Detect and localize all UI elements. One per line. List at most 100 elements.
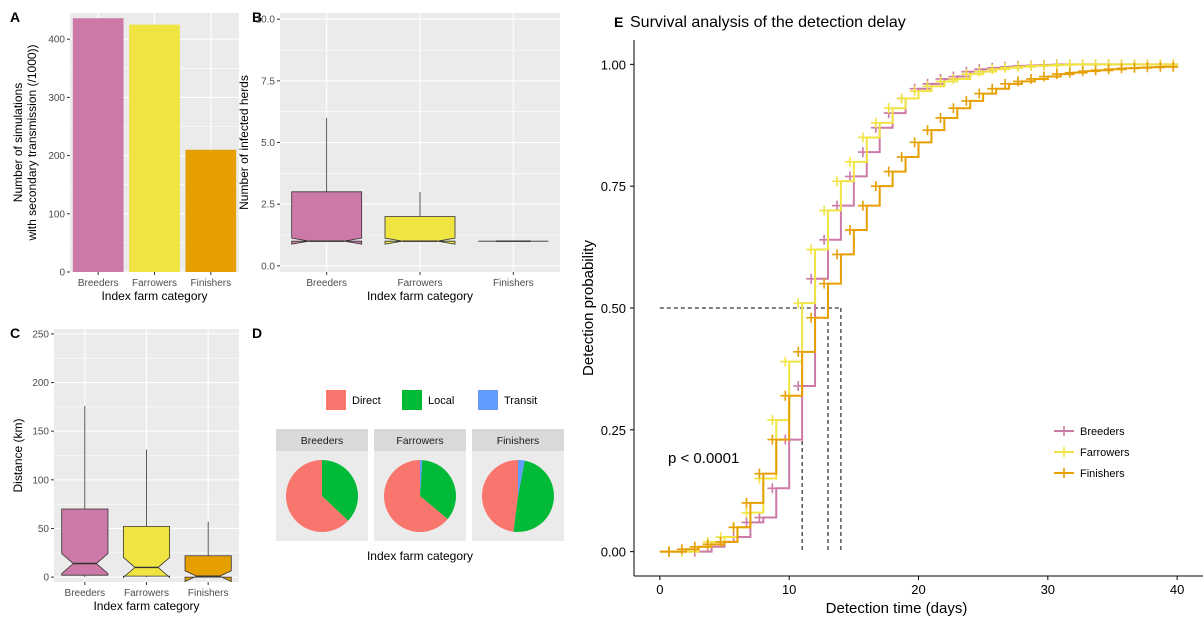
censor-mark: [1103, 64, 1114, 75]
pie-slice-transit: [518, 460, 525, 496]
censor-mark: [870, 181, 881, 192]
box-finishers: [184, 555, 232, 583]
box-farrowers: [384, 216, 456, 245]
censor-mark: [780, 390, 791, 401]
censor-mark: [935, 112, 946, 123]
censor-mark: [1129, 62, 1140, 73]
censor-mark: [767, 483, 778, 494]
y-tick-label: 2.5: [261, 200, 275, 211]
y-tick-label: 0.00: [601, 545, 626, 560]
facet-strip: [472, 429, 564, 451]
censor-mark: [896, 93, 907, 104]
censor-mark: [1000, 62, 1011, 73]
y-axis-label: Distance (km): [11, 418, 25, 492]
panel-tag-a: A: [10, 9, 20, 25]
y-tick-label: 1.00: [601, 57, 626, 72]
y-tick-label: 0.25: [601, 423, 626, 438]
x-tick-label: Finishers: [188, 588, 229, 599]
pie-slice-local: [420, 460, 456, 519]
y-tick-label: 5.0: [261, 138, 275, 149]
censor-mark: [754, 512, 765, 523]
x-axis-label: Index farm category: [101, 289, 207, 303]
censor-mark: [676, 544, 687, 555]
censor-mark: [922, 125, 933, 136]
legend-label: Farrowers: [1080, 447, 1130, 459]
panel-tag-c: C: [10, 325, 20, 341]
x-tick-label: 30: [1041, 582, 1055, 597]
x-axis-label: Index farm category: [93, 599, 199, 613]
censor-mark: [883, 103, 894, 114]
box-farrowers: [122, 526, 171, 579]
censor-mark: [741, 497, 752, 508]
censor-mark: [806, 312, 817, 323]
censor-mark: [948, 103, 959, 114]
bar-breeders: [72, 18, 124, 272]
y-axis-label-line-1: Number of simulations: [11, 83, 25, 202]
y-tick-label: 0: [43, 573, 49, 584]
legend-label: Direct: [352, 395, 381, 407]
x-tick-label: Finishers: [493, 278, 534, 289]
panel-tag-b: B: [252, 9, 262, 25]
censor-mark: [1013, 61, 1024, 72]
censor-mark: [780, 356, 791, 367]
x-tick-label: Breeders: [78, 278, 119, 289]
pie-slice-direct: [286, 459, 349, 532]
box-breeders: [61, 508, 109, 576]
y-tick-label: 0.0: [261, 261, 275, 272]
panel-a-bar-chart: 0 100 200 300 400 Breeders Farrowers FinishersI…: [11, 13, 239, 303]
censor-mark: [1116, 63, 1127, 74]
censor-mark: [1064, 67, 1075, 78]
censor-mark: [844, 225, 855, 236]
panel-c-boxplot: 0 50 100 150 200 250 Breeders Farrowers Finisher…: [11, 329, 239, 613]
p-value-annotation: p < 0.0001: [668, 450, 739, 467]
panel-d-pie-charts: Direct Local Transit Breeders Farrowers Finis…: [276, 390, 564, 563]
censor-mark: [935, 76, 946, 87]
censor-mark: [663, 546, 674, 557]
y-axis-label: Number of infected herds: [237, 75, 251, 210]
y-tick-label: 150: [32, 427, 49, 438]
pie-slice-direct: [384, 460, 448, 532]
censor-mark: [922, 81, 933, 92]
facet-strip: [276, 429, 368, 451]
censor-mark: [870, 117, 881, 128]
legend-key-transit: [478, 390, 498, 410]
legend-key-local: [402, 390, 422, 410]
panel-tag-d: D: [252, 325, 262, 341]
facet-strip: [374, 429, 466, 451]
y-tick-label: 250: [32, 329, 49, 340]
box-breeders: [291, 191, 363, 245]
pie-slice-local: [322, 459, 358, 521]
censor-mark: [1090, 65, 1101, 76]
censor-mark: [1168, 61, 1179, 72]
legend-label: Transit: [504, 395, 537, 407]
censor-mark: [948, 73, 959, 84]
chart-title: Survival analysis of the detection delay: [630, 14, 906, 31]
censor-mark: [987, 64, 998, 75]
bar-farrowers: [129, 24, 180, 273]
y-tick-label: 100: [48, 209, 65, 220]
facet-label: Finishers: [497, 435, 540, 447]
y-axis-label-line-2: with secondary transmission (/1000)): [25, 44, 39, 241]
x-tick-label: Farrowers: [124, 588, 169, 599]
censor-mark: [793, 346, 804, 357]
censor-mark: [1051, 59, 1062, 70]
x-tick-label: 40: [1170, 582, 1184, 597]
censor-mark: [832, 249, 843, 260]
censor-mark: [974, 88, 985, 99]
censor-mark: [754, 468, 765, 479]
y-tick-label: 100: [32, 475, 49, 486]
y-tick-label: 50: [38, 524, 50, 535]
pie-slice-local: [513, 460, 554, 532]
y-tick-label: 0.75: [601, 179, 626, 194]
legend-label: Local: [428, 395, 454, 407]
censor-mark: [974, 66, 985, 77]
censor-mark: [767, 434, 778, 445]
censor-mark: [1155, 61, 1166, 72]
panel-tag-e: E: [614, 14, 623, 30]
censor-mark: [909, 137, 920, 148]
y-tick-label: 7.5: [261, 76, 275, 87]
x-tick-label: Breeders: [306, 278, 347, 289]
censor-mark: [1077, 66, 1088, 77]
